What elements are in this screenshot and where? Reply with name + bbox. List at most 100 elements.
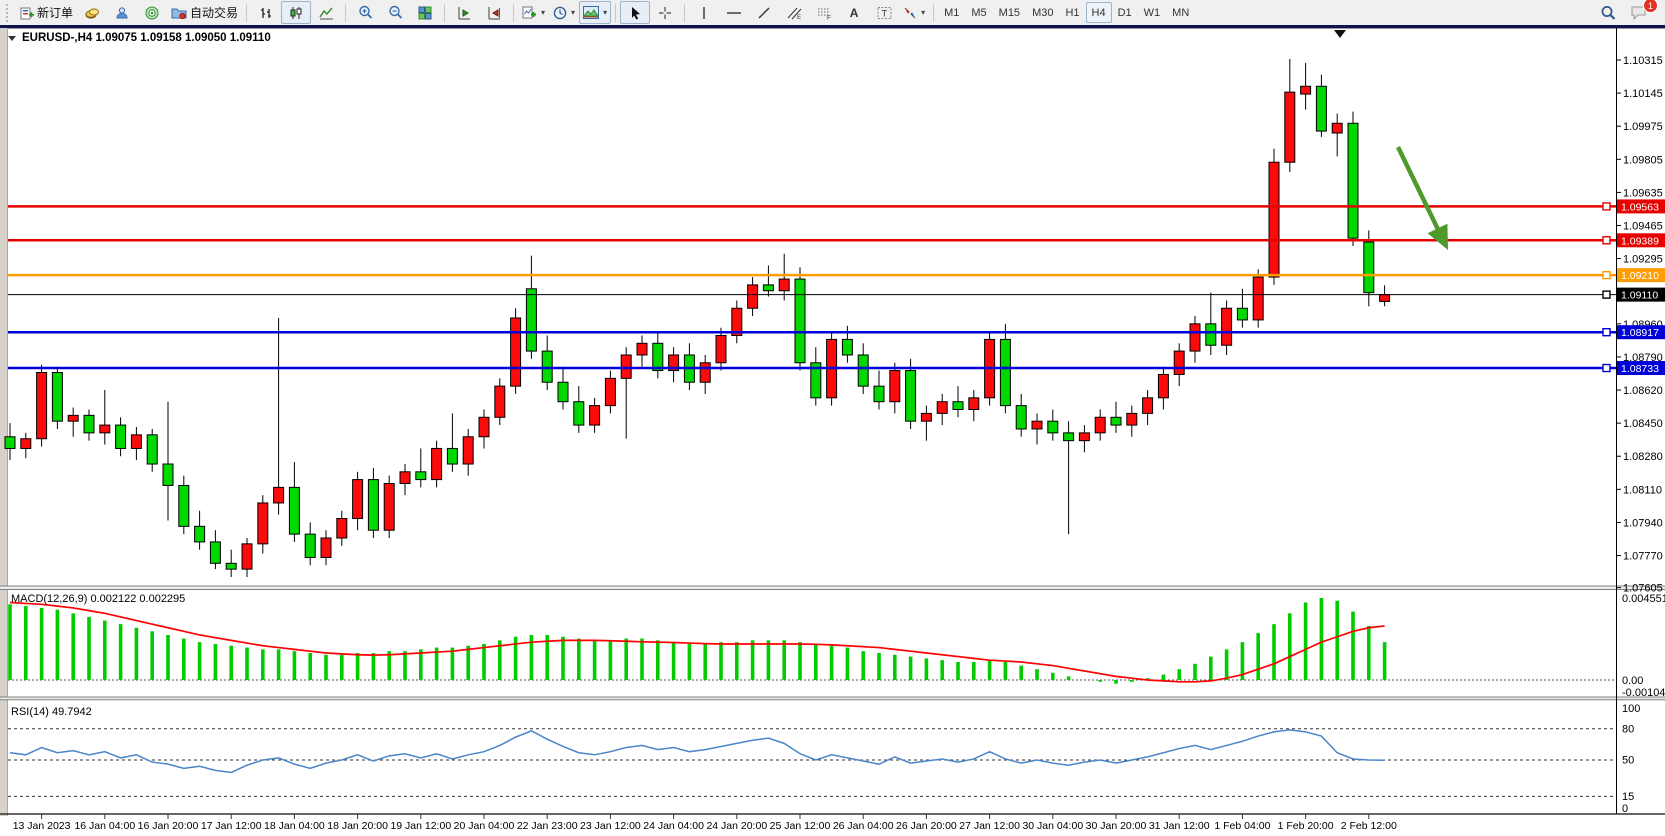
candle-body [1331, 122, 1343, 134]
market-watch-button[interactable] [107, 1, 137, 24]
candlestick-chart-button[interactable] [281, 1, 312, 24]
hline-handle[interactable] [1602, 290, 1611, 299]
macd-histogram-bar [1114, 680, 1118, 684]
macd-histogram-bar [150, 631, 154, 680]
candle-body [952, 401, 964, 411]
equidistant-channel-button[interactable]: E [779, 1, 809, 24]
new-order-button[interactable]: 新订单 [16, 1, 77, 24]
pane-splitter[interactable] [0, 696, 1665, 701]
auto-trading-icon [171, 8, 187, 19]
vertical-line-icon [703, 6, 705, 19]
chart-shift-button[interactable] [479, 1, 509, 24]
time-axis-label: 18 Jan 20:00 [327, 820, 388, 832]
candle-body [525, 288, 537, 352]
candle-body [478, 416, 490, 438]
trendline-icon [758, 7, 770, 18]
line-chart-button[interactable] [311, 1, 341, 24]
hline-handle[interactable] [1602, 270, 1611, 280]
price-line-badge [1617, 199, 1665, 214]
toolbar-drag-handle[interactable] [6, 3, 12, 22]
crosshair-button[interactable] [650, 1, 680, 24]
macd-histogram-bar [1130, 680, 1134, 682]
timeframe-m30-button[interactable]: M30 [1032, 6, 1054, 19]
candle-body [36, 372, 48, 440]
zoom-out-button[interactable] [380, 1, 410, 24]
arrows-button[interactable]: ▾ [899, 1, 929, 24]
new-chart-button[interactable]: ▾ [518, 1, 549, 24]
macd-histogram-bar [24, 606, 28, 680]
candle-body [1300, 85, 1312, 95]
trendline-button[interactable] [749, 1, 779, 24]
text-label-button[interactable]: T [869, 1, 899, 24]
candle-body [620, 354, 632, 379]
time-axis-label: 30 Jan 04:00 [1022, 820, 1083, 832]
timeframe-h4-button[interactable]: H4 [1085, 2, 1112, 23]
timeframe-mn-button[interactable]: MN [1172, 6, 1190, 19]
candle-body [510, 317, 522, 387]
new-chart-caret[interactable]: ▾ [541, 8, 546, 17]
period-caret[interactable]: ▾ [571, 8, 576, 17]
timeframe-w1-button[interactable]: W1 [1143, 6, 1161, 19]
time-axis-label: 20 Jan 04:00 [454, 820, 515, 832]
templates-button[interactable]: ▾ [579, 1, 612, 24]
macd-histogram-bar [845, 647, 850, 680]
candle-body [304, 533, 316, 558]
timeframe-d1-button[interactable]: D1 [1117, 6, 1132, 19]
macd-histogram-bar [197, 642, 202, 680]
toolbar-separator [345, 3, 347, 22]
hline-handle[interactable] [1602, 328, 1611, 337]
macd-histogram-bar [1145, 678, 1150, 680]
arrows-caret[interactable]: ▾ [921, 8, 926, 17]
horizontal-line-button[interactable] [719, 1, 749, 24]
timeframe-m15-button[interactable]: M15 [998, 6, 1021, 19]
tile-windows-button[interactable] [410, 1, 440, 24]
time-axis-label: 17 Jan 12:00 [201, 820, 262, 832]
pane-splitter[interactable] [0, 585, 1665, 591]
hline-handle[interactable] [1602, 236, 1611, 245]
timeframe-m5-button[interactable]: M5 [971, 6, 987, 19]
hline-handle[interactable] [1602, 202, 1611, 211]
shift-marker-icon[interactable] [1334, 30, 1346, 38]
timeframe-m1-button[interactable]: M1 [944, 6, 960, 19]
candle-body [1189, 323, 1201, 352]
vertical-line-button[interactable] [689, 1, 719, 24]
search-button[interactable] [1593, 1, 1623, 24]
chart-canvas[interactable]: EURUSD-,H4 1.09075 1.09158 1.09050 1.091… [0, 28, 1665, 836]
line-chart-icon [318, 7, 333, 19]
price-axis-label: 1.08790 [1623, 352, 1663, 364]
gold-coins-icon [85, 8, 99, 19]
hline-handle[interactable] [1602, 363, 1611, 373]
templates-caret[interactable]: ▾ [603, 8, 608, 17]
oneclick-collapse-icon[interactable] [8, 36, 16, 41]
candle-body [1173, 350, 1185, 375]
auto-scroll-button[interactable] [449, 1, 479, 24]
macd-histogram-bar [261, 649, 265, 680]
period-button[interactable]: ▾ [549, 1, 579, 24]
time-axis-label: 25 Jan 12:00 [770, 820, 831, 832]
macd-histogram-bar [987, 660, 992, 680]
auto-trading-button[interactable]: 自动交易 [167, 1, 242, 24]
candle-body [415, 471, 427, 481]
trend-arrow-annotation[interactable] [1395, 146, 1447, 244]
fibonacci-button[interactable]: F [809, 1, 839, 24]
macd-histogram-bar [371, 652, 376, 680]
candle-body [936, 401, 948, 414]
zoom-in-button[interactable] [350, 1, 380, 24]
crosshair-icon [659, 6, 672, 19]
quotes-button[interactable] [77, 1, 107, 24]
candle-body [1379, 294, 1391, 302]
macd-histogram-bar [1161, 674, 1166, 680]
text-button[interactable]: A [839, 1, 869, 24]
candle-body [1268, 161, 1280, 278]
cursor-button[interactable] [620, 1, 651, 24]
macd-histogram-bar [1240, 642, 1245, 680]
price-axis-label: 1.09805 [1623, 154, 1663, 166]
timeframe-h1-button[interactable]: H1 [1065, 6, 1080, 19]
signals-button[interactable] [137, 1, 167, 24]
notifications-button[interactable]: 1 [1623, 0, 1658, 24]
rsi-axis-label: 15 [1622, 791, 1634, 803]
candle-body [51, 372, 63, 422]
price-badge-label: 1.09389 [1621, 235, 1659, 247]
bar-chart-button[interactable] [251, 1, 281, 24]
candle-body [241, 543, 253, 570]
